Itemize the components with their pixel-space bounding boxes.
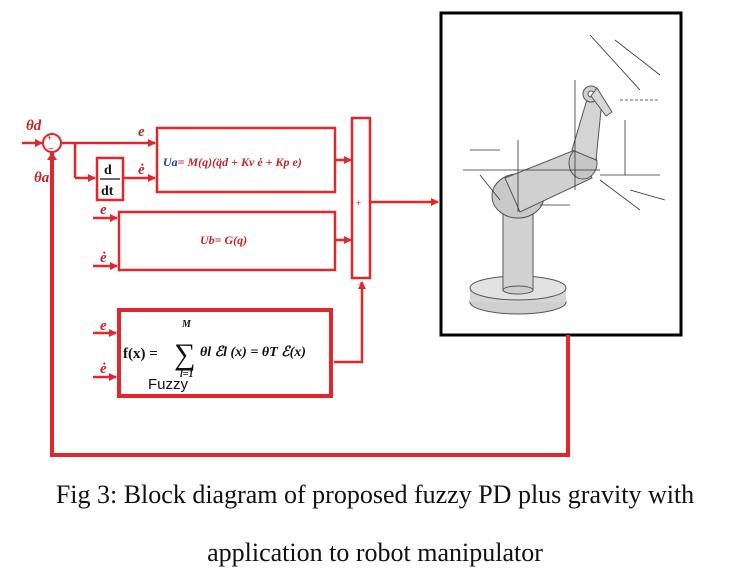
- fuzzy-sum-lower: l=1: [180, 369, 193, 380]
- fuzzy-to-sum-line: [334, 281, 366, 364]
- fuzzy-rhs: θl ℰl (x) = θT ℰ(x): [200, 345, 306, 360]
- derivative-block: d dt: [95, 156, 125, 202]
- edot-label-ub: ė: [100, 250, 107, 266]
- ub-equation: Ub= G(q): [200, 233, 247, 247]
- summing-junction: + −: [42, 133, 62, 155]
- summation-block: + +: [350, 116, 372, 290]
- robot-manipulator-icon: [469, 85, 613, 315]
- edot-label-ua: ė: [138, 162, 145, 178]
- sum-plus-sign: +: [47, 133, 52, 143]
- e-label-fuzzy: e: [100, 318, 107, 334]
- caption-line-2: application to robot manipulator: [207, 538, 543, 567]
- theta-a-label: θa: [34, 170, 50, 186]
- theta-d-label: θd: [26, 118, 42, 134]
- sum-minus-sign: −: [48, 144, 54, 155]
- fuzzy-lhs: f(x) =: [123, 346, 158, 362]
- e-label-ub: e: [100, 202, 107, 218]
- fuzzy-sum-symbol: ∑: [174, 338, 195, 371]
- feedback-loop-line: [50, 152, 570, 457]
- summation-plus-top: +: [356, 198, 361, 208]
- coordinate-frames: [463, 34, 666, 212]
- edot-label-fuzzy: ė: [100, 361, 107, 377]
- derivative-denominator: dt: [101, 184, 114, 199]
- e-label-ua: e: [138, 124, 145, 140]
- ua-equation: Ua= M(q)(q̈d + Kv ė + Kp e): [163, 155, 302, 169]
- derivative-numerator: d: [104, 163, 112, 178]
- fuzzy-block: f(x) = M ∑ l=1 θl ℰl (x) = θT ℰ(x) Fuzzy: [117, 308, 333, 398]
- ub-block: Ub= G(q): [117, 210, 337, 272]
- caption-line-1: Fig 3: Block diagram of proposed fuzzy P…: [55, 480, 695, 509]
- ua-block: Ua= M(q)(q̈d + Kv ė + Kp e): [155, 126, 337, 194]
- fuzzy-sum-upper: M: [181, 319, 192, 330]
- feedback-arrowhead: [47, 152, 57, 160]
- fuzzy-label: Fuzzy: [148, 376, 189, 393]
